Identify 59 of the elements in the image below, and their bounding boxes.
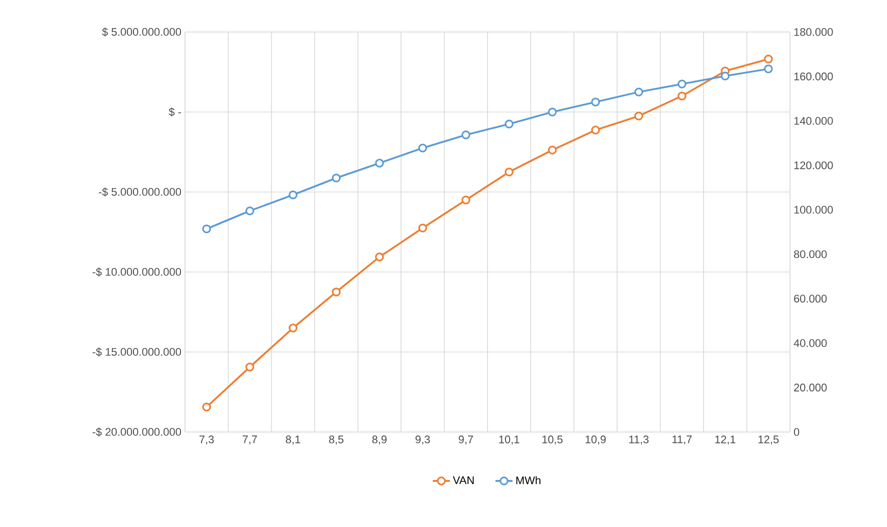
point [288,190,298,200]
point [375,158,384,168]
point [548,146,557,154]
y-tick-label: $ - [168,108,181,116]
x-tick-label: 12,1 [715,436,736,445]
y2-tick-label: 160.000 [794,72,833,80]
point [461,196,470,204]
point [332,174,341,182]
y2-tick-label: 120.000 [794,161,833,170]
point [245,362,254,372]
point [764,64,773,74]
point [202,224,212,234]
legend-label: VAN [452,476,474,484]
x-tick-label: 10,1 [499,436,520,445]
point [288,324,298,332]
x-tick-label: 8,9 [372,436,387,445]
y-tick-label: -$ 10.000.000.000 [92,268,182,276]
point [245,206,254,216]
x-tick-label: 9,7 [458,436,473,445]
x-tick-label: 12,5 [758,436,779,445]
y2-tick-label: 20.000 [794,384,827,392]
y-tick-label: $ 5.000.000.000 [102,28,182,36]
legend-label: MWh [516,476,540,484]
point [764,54,773,64]
point [375,252,384,262]
x-tick-label: 9,3 [416,436,430,445]
x-tick-label: 7,3 [200,436,214,445]
y2-tick-label: 80.000 [794,250,827,258]
point [591,126,600,134]
point [332,288,341,296]
point [634,88,644,96]
point [548,108,557,116]
point [504,120,514,128]
point [202,402,212,412]
x-tick-label: 11,3 [629,436,649,445]
x-tick-label: 8,5 [329,436,344,445]
point [678,80,686,88]
point [720,72,730,80]
point [418,224,428,232]
y-tick-label: -$ 5.000.000.000 [98,188,182,196]
point [418,144,428,152]
point [634,112,644,120]
y2-tick-label: 180.000 [794,28,833,36]
y2-tick-label: 60.000 [794,294,827,303]
x-tick-label: 11,7 [672,436,692,444]
point [678,92,686,100]
y2-tick-label: 140.000 [794,117,833,125]
point [461,130,470,140]
y2-tick-label: 0 [794,428,800,436]
point [504,168,514,176]
y-tick-label: -$ 15.000.000.000 [92,348,182,356]
x-tick-label: 10,5 [542,436,563,445]
y-tick-label: -$ 20.000.000.000 [92,428,182,436]
x-tick-label: 10,9 [586,436,606,445]
y2-tick-label: 100.000 [794,206,833,214]
x-tick-label: 7,7 [242,436,257,444]
x-tick-label: 8,1 [286,436,300,445]
y2-tick-label: 40.000 [794,339,827,347]
point [591,98,600,106]
